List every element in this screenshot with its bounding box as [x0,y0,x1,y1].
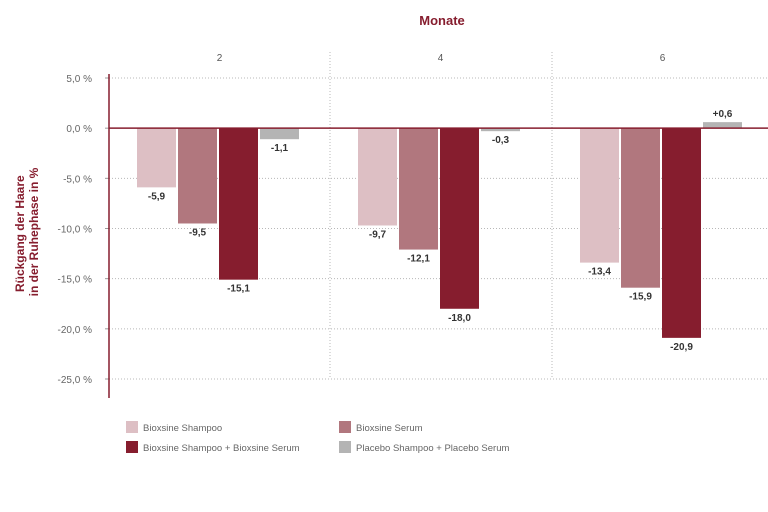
bar [137,128,176,188]
value-label: -18,0 [448,313,471,324]
category-label: 4 [438,53,444,64]
value-label: -15,1 [227,284,250,295]
bar [399,128,438,250]
bar [703,122,742,129]
legend-label: Bioxsine Shampoo + Bioxsine Serum [143,443,300,454]
legend-label: Placebo Shampoo + Placebo Serum [356,443,510,454]
y-tick-label: -5,0 % [63,174,92,185]
bar [260,128,299,140]
y-tick-label: -10,0 % [58,225,93,236]
legend-label: Bioxsine Serum [356,423,423,434]
bar [358,128,397,226]
y-axis-label-line-2: in der Ruhephase in % [27,167,41,296]
chart-title: Monate [419,13,465,28]
bar [621,128,660,288]
y-tick-label: 5,0 % [66,74,92,85]
y-axis-label-line-1: Rückgang der Haare [13,175,27,292]
legend-swatch [339,441,351,453]
y-tick-labels: 5,0 % 0,0 % -5,0 % -10,0 % -15,0 % -20,0 % -25… [58,74,93,386]
value-label: -12,1 [407,254,430,265]
value-label: -13,4 [588,267,611,278]
legend-swatch [339,421,351,433]
value-label: -20,9 [670,342,693,353]
value-label: -1,1 [271,143,289,154]
bar [662,128,701,338]
value-label: +0,6 [713,109,733,120]
category-label: 6 [660,53,666,64]
y-tick-label: 0,0 % [66,124,92,135]
y-tick-label: -15,0 % [58,275,93,286]
bar [481,128,520,132]
category-label: 2 [217,53,223,64]
value-label: -0,3 [492,135,510,146]
bar [219,128,258,280]
bar [580,128,619,263]
bars [137,122,742,338]
value-label: -9,7 [369,229,387,240]
bar [178,128,217,224]
y-tick-label: -20,0 % [58,325,93,336]
legend-swatch [126,421,138,433]
value-label: -15,9 [629,292,652,303]
value-label: -9,5 [189,227,207,238]
bar [440,128,479,309]
axes [105,74,768,398]
legend: Bioxsine Shampoo Bioxsine Serum Bioxsine S… [126,421,510,454]
y-tick-label: -25,0 % [58,375,93,386]
value-labels: -5,9 -9,5 -15,1 -1,1 -9,7 -12,1 -18,0 -0,3 -13,4… [148,109,733,353]
legend-swatch [126,441,138,453]
legend-label: Bioxsine Shampoo [143,423,222,434]
category-labels: 2 4 6 [217,53,666,64]
value-label: -5,9 [148,191,166,202]
y-axis-label: Rückgang der Haare in der Ruhephase in % [13,167,41,296]
